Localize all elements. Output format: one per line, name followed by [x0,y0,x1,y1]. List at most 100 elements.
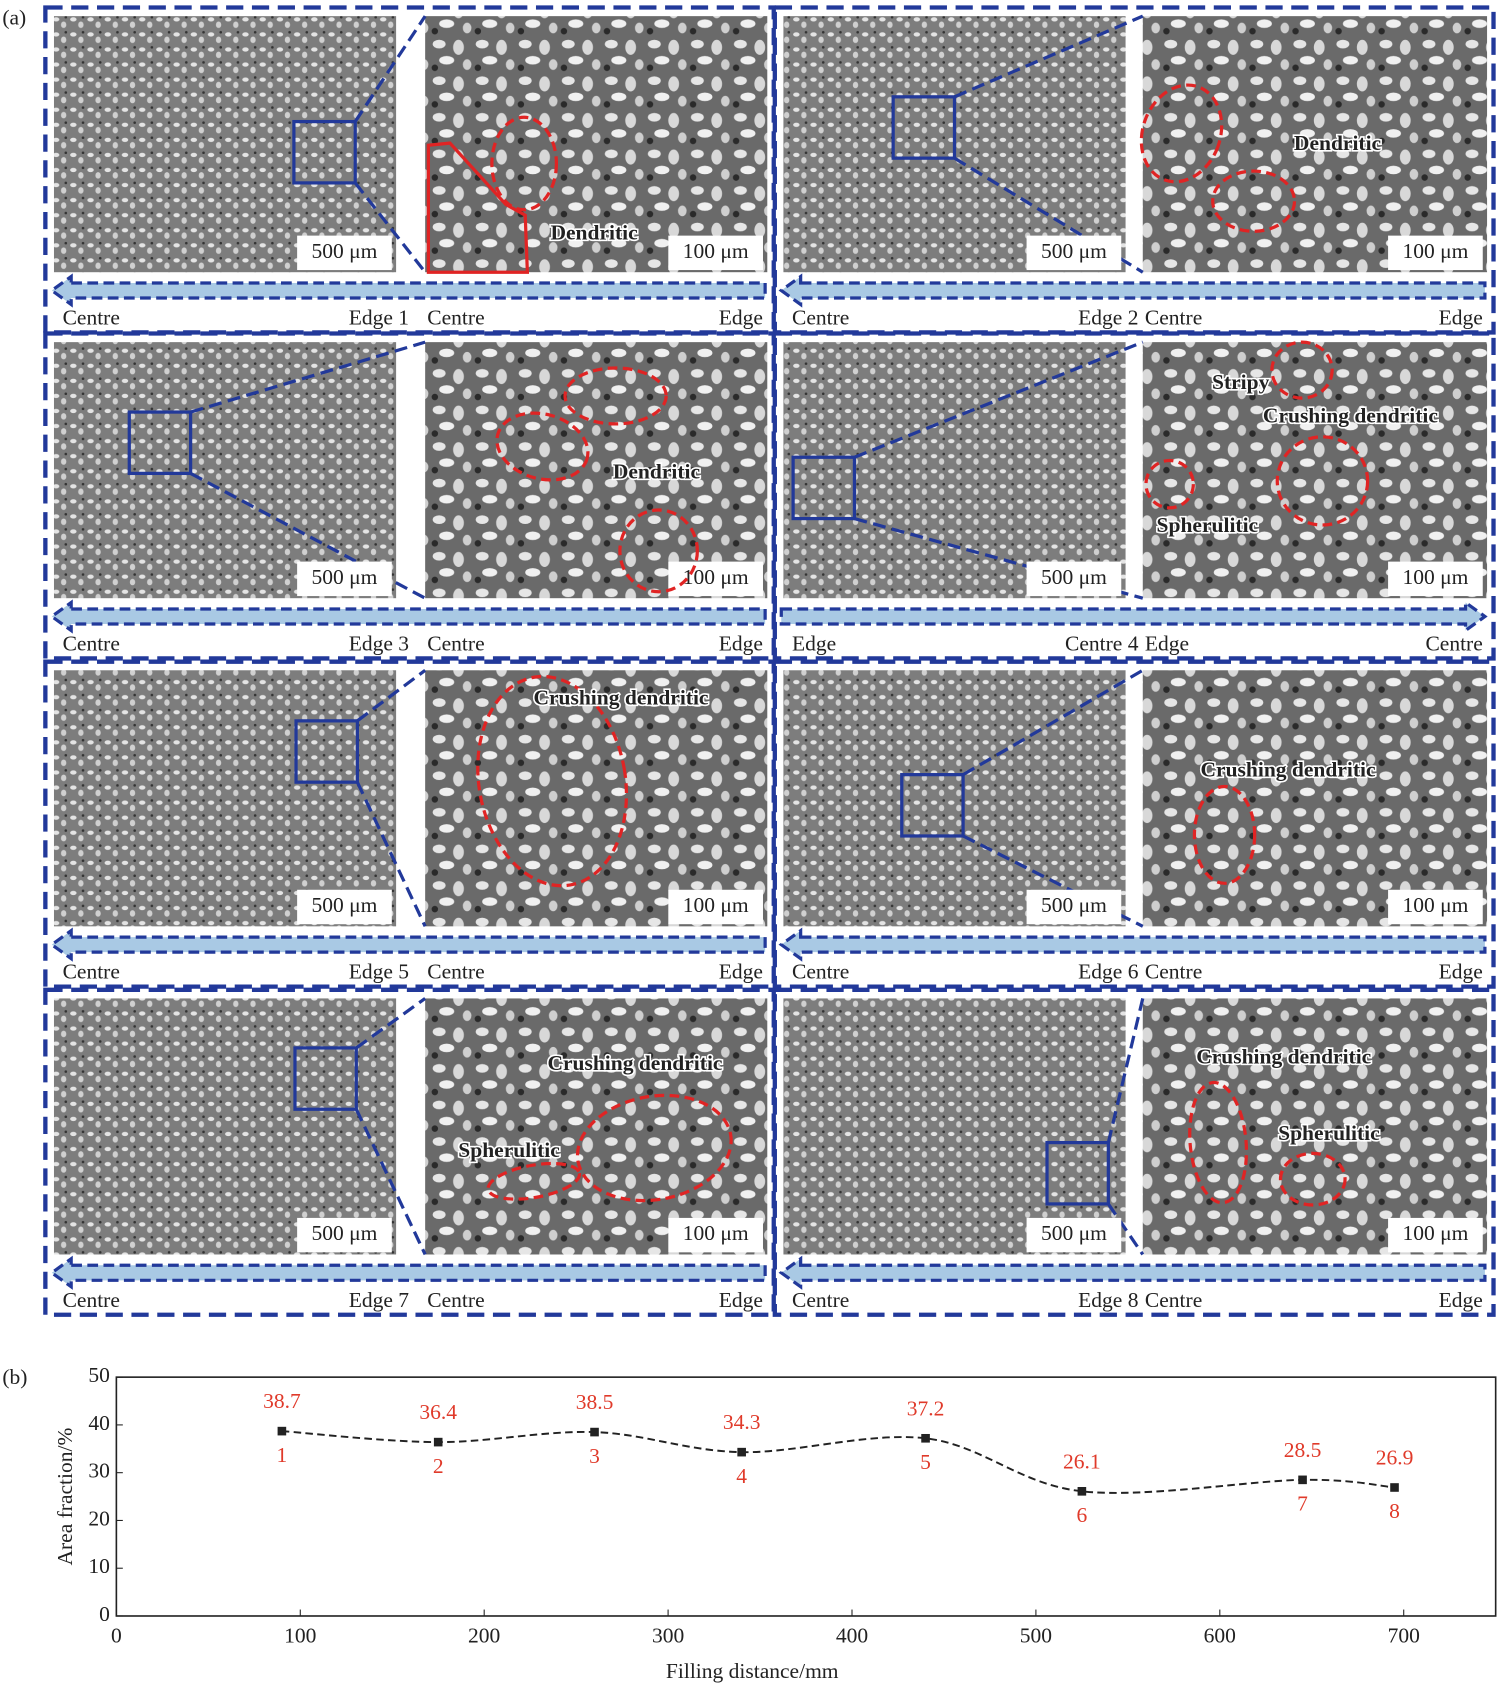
highlight-ellipse [618,508,699,594]
highlight-ellipse [1139,83,1224,184]
annotation: Crushing dendritic [533,685,708,709]
highlight-ellipse [495,411,590,482]
point-label: 7 [1297,1492,1308,1516]
zoom-line [953,14,1144,99]
scale-bar-label: 500 μm [1041,893,1107,917]
zoom-box [891,95,957,160]
direction-arrow [778,273,1487,308]
value-label: 26.1 [1063,1449,1101,1473]
zoom-line [962,668,1144,777]
zoom-line [353,15,427,123]
data-point [737,1447,746,1457]
y-tick-label: 20 [88,1506,110,1530]
position-label: Centre [1145,960,1202,984]
position-label: Centre [792,1288,849,1312]
scale-bar-box [1388,889,1483,925]
value-label: 34.3 [723,1410,761,1434]
annotation: Spherulitic [458,1138,560,1162]
zoom-box [791,455,857,521]
y-tick-label: 10 [88,1554,110,1578]
data-point [590,1427,599,1437]
panel-frame [772,5,1496,335]
scale-bar-label: 500 μm [312,565,378,589]
zoom-box [293,1046,358,1111]
highlight-ellipse [486,1161,582,1201]
data-point [277,1426,287,1436]
scale-bar-label: 500 μm [312,239,378,263]
position-label: Centre [427,305,484,329]
direction-arrow [49,1255,767,1290]
zoom-line [854,517,1144,600]
position-label: Centre [63,631,120,655]
annotation: Crushing dendritic [547,1051,722,1075]
direction-arrow [49,273,767,308]
scale-bar-label: 100 μm [1402,239,1468,263]
highlight-ellipse [1270,340,1334,400]
position-label: Centre [427,1288,484,1312]
position-label: Edge [719,631,763,655]
x-tick-label: 600 [1204,1623,1236,1647]
micrograph-zoom [425,16,768,273]
scale-bar-box [1388,561,1483,597]
plot-frame [115,1376,1497,1617]
scale-bar-box [668,235,763,271]
position-label: Centre 4 [1065,631,1139,655]
direction-arrow [779,599,1488,634]
point-label: 5 [920,1450,931,1474]
data-point [921,1433,930,1443]
point-label: 6 [1077,1503,1088,1527]
direction-arrow [49,599,767,634]
x-tick-label: 400 [836,1623,868,1647]
y-tick-label: 0 [99,1602,110,1626]
position-label: Centre [792,305,849,329]
scale-bar-box [297,889,392,925]
scale-bar-label: 500 μm [1041,565,1107,589]
position-label: Edge [1439,960,1483,984]
data-point [433,1437,443,1447]
highlight-ellipse [1278,1151,1347,1207]
position-label: Edge 7 [349,1288,410,1312]
micrograph-zoom [425,998,768,1255]
micrograph [783,670,1126,927]
annotation: Crushing dendritic [1201,757,1376,781]
position-label: Edge [719,305,763,329]
position-label: Centre [1145,305,1202,329]
scale-bar-box [668,889,763,925]
position-label: Edge 5 [349,960,409,984]
position-label: Edge 2 [1078,305,1138,329]
zoom-box [900,773,965,838]
panel-frame [772,659,1496,989]
highlight-ellipse [575,1093,733,1203]
position-label: Edge 3 [349,631,409,655]
position-label: Edge 1 [349,305,409,329]
point-label: 1 [277,1443,288,1467]
x-tick-label: 100 [284,1623,316,1647]
zoom-box [127,410,193,476]
direction-arrow [778,1255,1487,1290]
scale-bar-label: 500 μm [312,893,378,917]
highlight-region [426,141,530,274]
micrograph [53,998,397,1255]
micrograph [783,342,1126,599]
value-label: 26.9 [1376,1445,1414,1469]
data-point [1298,1475,1307,1485]
y-tick-label: 40 [88,1411,110,1435]
position-label: Centre [63,305,120,329]
annotation: Crushing dendritic [1263,403,1438,427]
annotation: Dendritic [613,459,700,483]
highlight-ellipse [1192,784,1257,885]
scale-bar-box [297,561,392,597]
scale-bar-box [668,561,763,597]
highlight-ellipse [1275,435,1370,527]
panel-frame [772,331,1496,661]
zoom-line [853,340,1144,459]
data-point [1390,1483,1399,1492]
scale-bar-box [1026,889,1122,925]
highlight-ellipse [563,366,668,426]
value-label: 36.4 [419,1400,457,1424]
scale-bar-label: 500 μm [1041,1221,1107,1245]
micrograph-zoom [1142,342,1488,599]
micrograph [783,998,1126,1255]
position-label: Edge 6 [1078,960,1139,984]
